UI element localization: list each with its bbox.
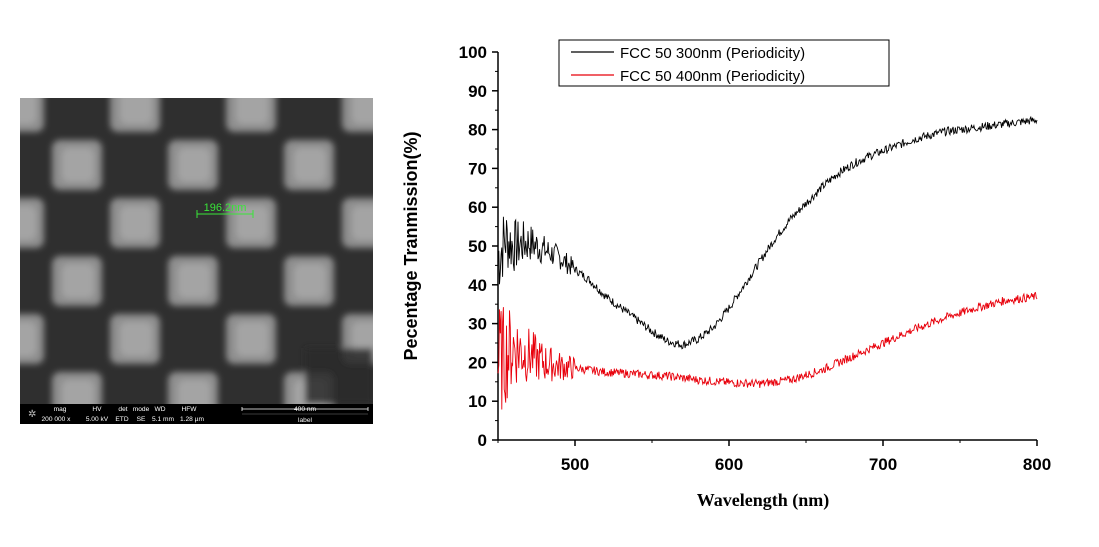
sem-square-highlight xyxy=(20,322,36,356)
x-tick-label: 700 xyxy=(869,455,897,474)
sem-micrograph: 196.2nm ✲ mag HV det mode WD HFW 200 000 x 5.00… xyxy=(20,98,373,424)
sem-defect-region xyxy=(305,348,373,404)
chart-series xyxy=(497,115,1038,410)
sem-info-header: mag xyxy=(54,406,67,413)
sem-info-header: mode xyxy=(133,406,150,413)
x-axis-label: Wavelength (nm) xyxy=(697,490,830,511)
sem-square-highlight xyxy=(120,206,152,240)
sem-info-value: 1.28 µm xyxy=(180,416,204,423)
sem-square-highlight xyxy=(62,148,94,182)
x-tick-label: 800 xyxy=(1023,455,1051,474)
y-tick-label: 100 xyxy=(459,43,487,62)
sem-info-value: SE xyxy=(137,416,146,423)
sem-square-highlight xyxy=(20,98,36,124)
sem-label-text: label xyxy=(298,417,312,424)
sem-measurement-marker xyxy=(196,210,254,218)
x-tick-label: 600 xyxy=(715,455,743,474)
sem-info-fields: mag HV det mode WD HFW 200 000 x 5.00 kV ETD SE 5.… xyxy=(42,406,205,423)
y-tick-label: 70 xyxy=(468,159,487,178)
sem-info-value: 200 000 x xyxy=(42,416,72,423)
y-tick-label: 90 xyxy=(468,82,487,101)
sem-square-highlight xyxy=(178,264,210,298)
chart-legend: FCC 50 300nm (Periodicity) FCC 50 400nm … xyxy=(558,39,890,87)
sem-square-highlight xyxy=(294,264,326,298)
sem-square-highlight xyxy=(352,98,373,124)
y-tick-label: 0 xyxy=(478,431,487,450)
sem-square-highlight xyxy=(62,264,94,298)
sem-info-value: ETD xyxy=(115,416,128,423)
sem-logo-icon: ✲ xyxy=(28,409,36,420)
y-tick-label: 50 xyxy=(468,237,487,256)
y-axis-label: Pecentage Tranmission(%) xyxy=(401,131,421,360)
y-tick-label: 80 xyxy=(468,121,487,140)
y-tick-label: 40 xyxy=(468,276,487,295)
y-tick-label: 30 xyxy=(468,315,487,334)
y-tick-label: 20 xyxy=(468,353,487,372)
sem-info-value: 5.00 kV xyxy=(86,416,109,423)
sem-scale-bar-label: 400 nm xyxy=(294,406,317,413)
sem-square-highlight xyxy=(294,148,326,182)
transmission-chart: 0 10 20 30 40 50 60 70 80 90 100 500 600 700 800 Pece… xyxy=(401,39,1051,511)
sem-info-header: det xyxy=(118,406,127,413)
x-axis-ticks: 500 600 700 800 xyxy=(497,440,1051,474)
y-tick-label: 60 xyxy=(468,198,487,217)
legend-label-400nm: FCC 50 400nm (Periodicity) xyxy=(620,68,805,85)
sem-square-highlight xyxy=(236,98,268,124)
sem-info-header: HFW xyxy=(181,406,197,413)
sem-square-highlight xyxy=(236,322,268,356)
sem-square-highlight xyxy=(20,206,36,240)
sem-measurement-label: 196.2nm xyxy=(204,202,247,214)
sem-square-highlight xyxy=(120,322,152,356)
x-tick-label: 500 xyxy=(561,455,589,474)
sem-info-value: 5.1 mm xyxy=(152,416,174,423)
sem-square-highlight xyxy=(352,206,373,240)
legend-label-300nm: FCC 50 300nm (Periodicity) xyxy=(620,45,805,62)
sem-info-header: WD xyxy=(155,406,166,413)
sem-square-pattern xyxy=(20,98,373,422)
sem-square-highlight xyxy=(178,148,210,182)
sem-square-highlight xyxy=(120,98,152,124)
sem-square-highlight xyxy=(352,322,373,356)
series-line-0 xyxy=(497,115,1038,350)
series-line-1 xyxy=(497,291,1038,410)
sem-info-header: HV xyxy=(92,406,102,413)
y-axis-ticks: 0 10 20 30 40 50 60 70 80 90 100 xyxy=(459,43,498,450)
y-tick-label: 10 xyxy=(468,392,487,411)
